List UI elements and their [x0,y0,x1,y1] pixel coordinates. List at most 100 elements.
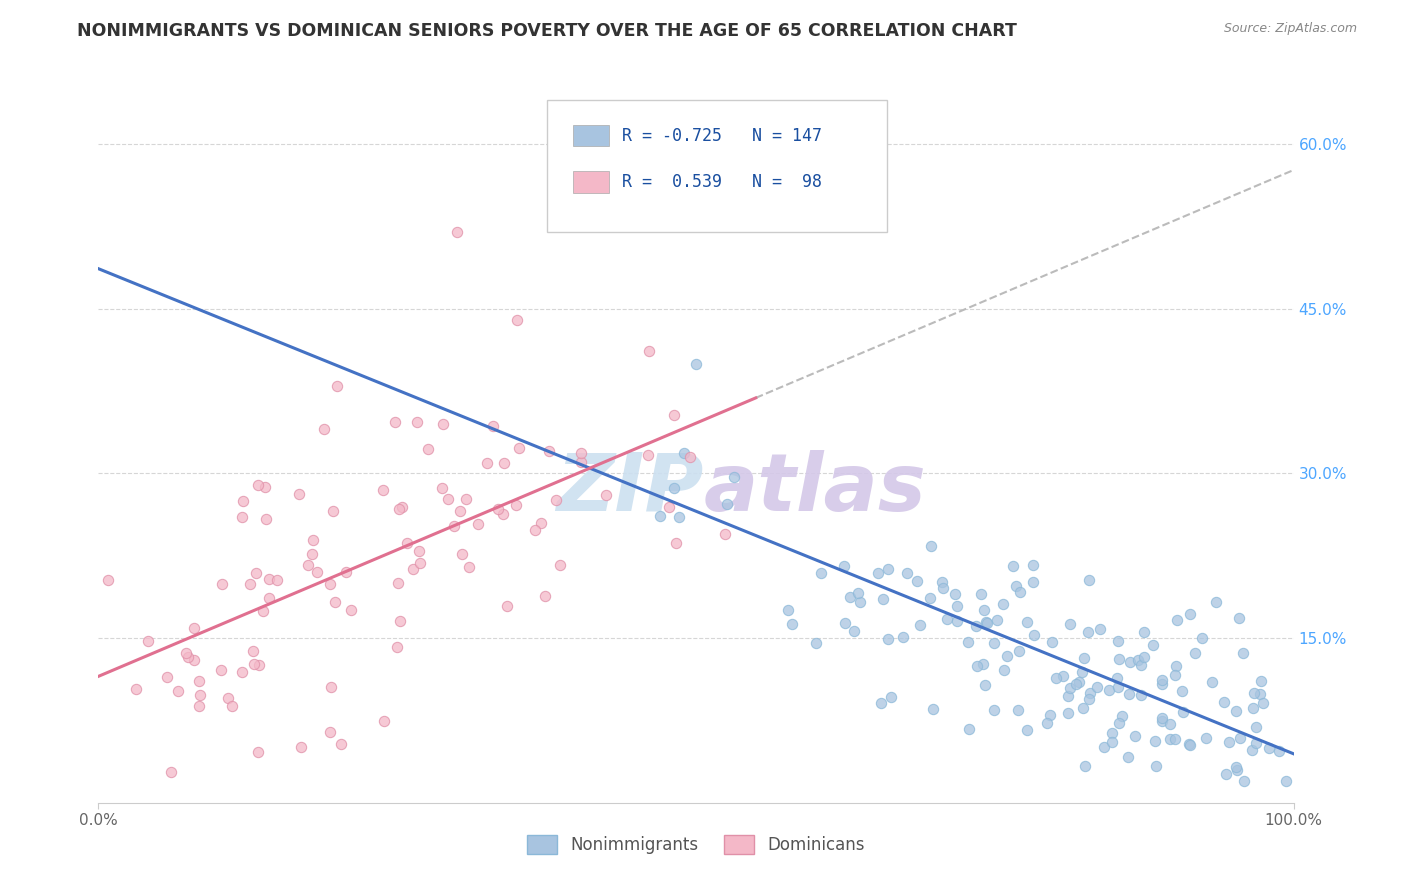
Point [1098,682,1121,697]
Point [305,566,328,580]
Point [183,653,205,667]
Point [408,543,430,558]
Point [312,422,335,436]
Point [1225,704,1247,718]
Point [388,614,411,628]
Point [1241,743,1264,757]
Point [1152,711,1174,725]
Point [965,619,987,633]
Point [523,524,546,538]
Point [1111,708,1133,723]
Point [416,442,439,456]
Text: R =  0.539   N =  98: R = 0.539 N = 98 [621,173,823,191]
Point [650,508,672,523]
Point [776,603,799,617]
Point [872,591,894,606]
Point [371,483,394,498]
Point [254,512,277,526]
Point [946,614,969,628]
Point [254,480,277,494]
Point [1101,726,1123,740]
FancyBboxPatch shape [572,171,609,193]
Point [973,603,995,617]
Point [723,470,745,484]
Point [301,547,323,561]
Point [920,591,942,605]
Point [125,682,148,697]
Point [1056,706,1078,720]
Point [384,416,406,430]
Point [995,648,1018,663]
Point [1241,701,1264,715]
Point [589,137,612,152]
Point [1178,737,1201,751]
Point [1021,558,1043,573]
Point [396,536,419,550]
Point [905,574,928,589]
Point [1205,595,1227,609]
Point [458,559,481,574]
Point [467,517,489,532]
Point [571,445,593,459]
Point [323,594,346,608]
Point [922,702,945,716]
Point [167,684,190,698]
Point [402,562,425,576]
Point [231,509,253,524]
Point [668,510,690,524]
Point [662,481,685,495]
Point [290,740,312,755]
Text: R = -0.725   N = 147: R = -0.725 N = 147 [621,127,823,145]
Point [1144,733,1167,747]
Point [477,457,499,471]
Point [1129,658,1152,673]
Point [339,602,361,616]
Point [430,481,453,495]
Point [1128,653,1150,667]
Point [335,565,357,579]
Point [1201,674,1223,689]
Point [546,493,568,508]
Point [658,500,681,514]
FancyBboxPatch shape [547,100,887,232]
Point [1227,611,1250,625]
Point [1118,749,1140,764]
Point [1178,738,1201,752]
Point [810,566,832,580]
Point [319,724,342,739]
Point [1039,708,1062,723]
Point [1243,686,1265,700]
Point [97,573,120,587]
Point [391,500,413,514]
Point [1225,759,1247,773]
Point [387,576,409,591]
Point [1017,723,1039,737]
Text: atlas: atlas [704,450,927,528]
Point [972,657,994,671]
Point [1052,669,1074,683]
Point [970,587,993,601]
Point [637,448,659,462]
Point [931,574,953,589]
Point [966,658,988,673]
Point [243,657,266,672]
Point [257,573,280,587]
Point [896,566,918,581]
Point [1001,558,1024,573]
Point [1059,681,1081,695]
Point [1233,773,1256,788]
Point [534,589,557,603]
Point [665,536,688,550]
Point [319,680,342,694]
Point [1088,623,1111,637]
Point [187,698,209,713]
Point [1059,617,1081,632]
Point [1010,585,1032,599]
Point [221,698,243,713]
Point [288,487,311,501]
Point [662,408,685,422]
Point [595,488,617,502]
Point [159,764,181,779]
Point [1249,687,1271,701]
Point [1133,650,1156,665]
